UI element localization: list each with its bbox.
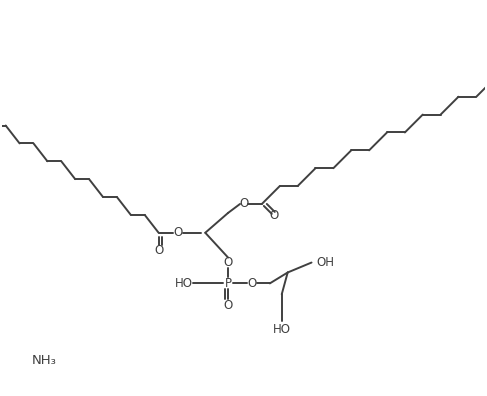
- Text: O: O: [174, 226, 183, 239]
- Text: O: O: [224, 299, 233, 312]
- Text: O: O: [269, 209, 279, 223]
- Text: HO: HO: [273, 323, 291, 335]
- Text: NH₃: NH₃: [32, 354, 56, 367]
- Text: O: O: [240, 198, 249, 210]
- Text: P: P: [225, 277, 232, 290]
- Text: O: O: [247, 277, 257, 290]
- Text: O: O: [224, 256, 233, 269]
- Text: HO: HO: [175, 277, 193, 290]
- Text: OH: OH: [317, 256, 335, 269]
- Text: O: O: [154, 244, 163, 257]
